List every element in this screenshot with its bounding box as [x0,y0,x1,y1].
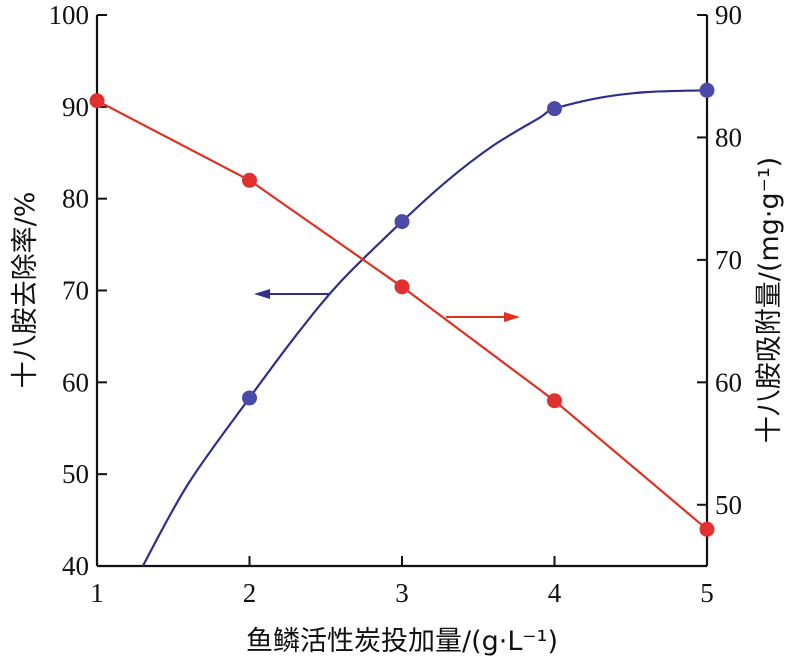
series-1-point [89,93,105,109]
x-tick-label: 4 [548,578,562,608]
series-1-line [96,99,708,531]
y-tick-label: 70 [62,276,89,306]
y-tick-label: 60 [62,367,89,397]
y2-tick-label: 90 [715,0,742,30]
series-1-point [394,279,410,295]
y2-tick-label: 50 [715,490,742,520]
series-0-point [699,82,715,98]
y-tick-label: 100 [49,0,90,30]
y-tick-label: 90 [62,92,89,122]
y-axis-title: 十八胺去除率/% [10,192,41,389]
y-tick-label: 40 [62,551,89,581]
series-1-arrowhead [504,312,520,322]
y-tick-label: 80 [62,184,89,214]
y2-tick-label: 80 [715,122,742,152]
series-0-point [394,214,410,230]
axis-ticks: 1 2 3 4 5 40 50 60 70 80 90 100 50 60 70 80 90 [49,0,743,608]
y2-tick-label: 70 [715,245,742,275]
series-0-point [242,390,257,406]
axis-arrows [254,289,520,322]
series-0-point [547,101,562,117]
y-tick-label: 50 [62,459,89,489]
series-1-point [242,172,257,188]
x-tick-label: 2 [243,578,257,608]
x-axis-title: 鱼鳞活性炭投加量/(g·L⁻¹) [246,626,558,657]
x-tick-label: 1 [90,578,104,608]
series-0-line [141,89,708,567]
series-1-point [547,393,562,409]
y2-tick-label: 60 [715,367,742,397]
series-group [89,82,715,567]
x-tick-label: 5 [700,578,714,608]
series-0-arrowhead [254,289,270,299]
x-tick-label: 3 [395,578,409,608]
y2-axis-title: 十八胺吸附量/(mg·g⁻¹) [754,157,785,443]
series-1-point [699,521,715,537]
